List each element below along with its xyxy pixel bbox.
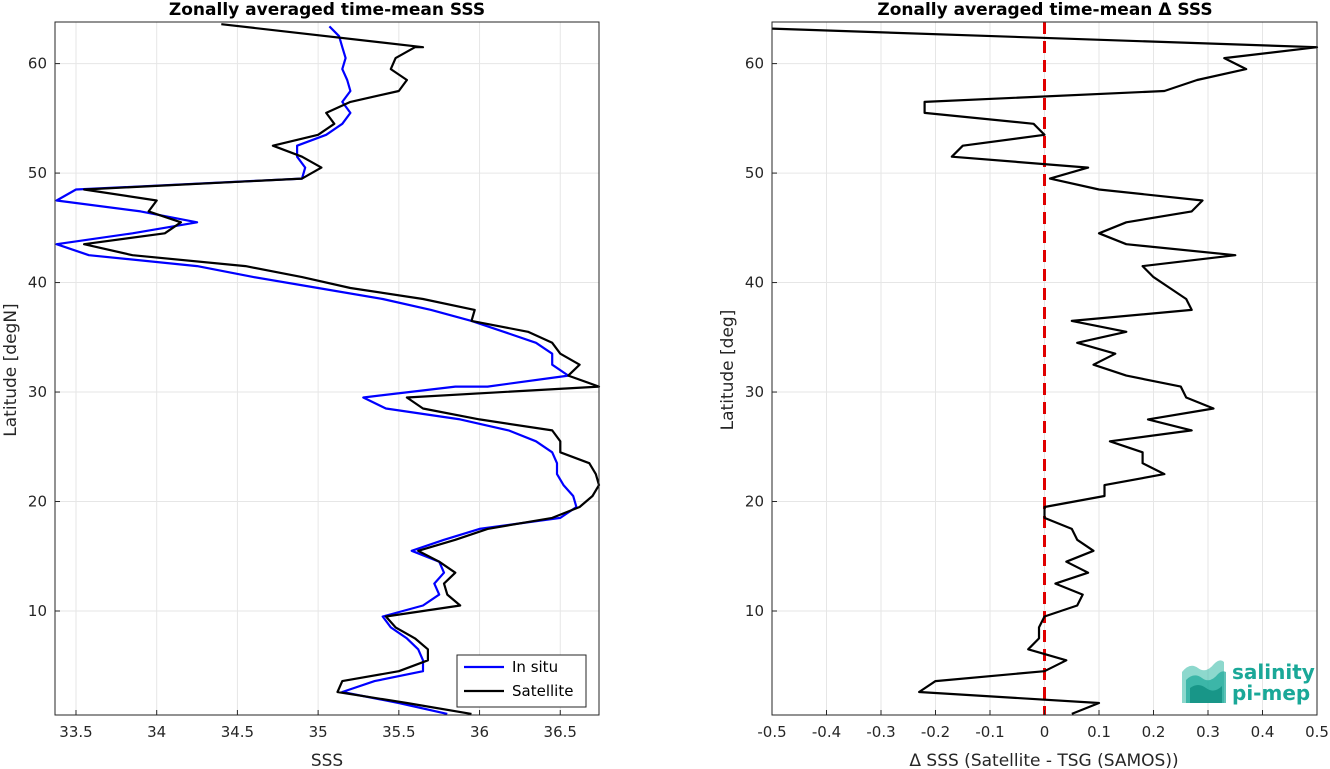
sss-chart: Zonally averaged time-mean SSS 33.5 34 34.… bbox=[1, 0, 601, 769]
chart-title: Zonally averaged time-mean Δ SSS bbox=[877, 0, 1212, 20]
y-tick-label: 20 bbox=[745, 493, 764, 511]
x-tick-label: 0.3 bbox=[1196, 723, 1220, 741]
grid-lines bbox=[55, 22, 599, 715]
x-tick-label: 0.1 bbox=[1087, 723, 1111, 741]
logo-line1: salinity bbox=[1232, 660, 1315, 684]
wave-logo-icon bbox=[1182, 660, 1226, 703]
y-tick-label: 30 bbox=[28, 383, 47, 401]
x-tick-label: 0.4 bbox=[1251, 723, 1275, 741]
series-line-delta-sss bbox=[771, 27, 1319, 715]
x-tick-label: 35.5 bbox=[382, 723, 415, 741]
x-axis-label: Δ SSS (Satellite - TSG (SAMOS)) bbox=[909, 751, 1178, 769]
y-tick-label: 50 bbox=[28, 164, 47, 182]
y-tick-label: 40 bbox=[28, 274, 47, 292]
tick-marks: 33.5 34 34.5 35 35.5 36 36.5 10 20 30 40 50 60 bbox=[28, 55, 577, 741]
y-tick-label: 20 bbox=[28, 493, 47, 511]
y-tick-label: 60 bbox=[28, 55, 47, 73]
x-tick-label: -0.4 bbox=[812, 723, 841, 741]
x-tick-label: 0 bbox=[1040, 723, 1050, 741]
y-tick-label: 60 bbox=[745, 55, 764, 73]
x-tick-label: 36.5 bbox=[544, 723, 577, 741]
y-tick-label: 40 bbox=[745, 274, 764, 292]
logo-line2: pi-mep bbox=[1232, 681, 1310, 705]
series-line-satellite bbox=[82, 23, 601, 715]
legend: In situ Satellite bbox=[456, 654, 587, 708]
chart-title: Zonally averaged time-mean SSS bbox=[169, 0, 485, 20]
y-tick-label: 50 bbox=[745, 164, 764, 182]
legend-label-satellite: Satellite bbox=[512, 682, 573, 700]
plot-frame bbox=[54, 21, 600, 716]
series-group bbox=[55, 23, 601, 715]
y-tick-label: 10 bbox=[28, 602, 47, 620]
y-axis-label: Latitude [deg] bbox=[718, 310, 738, 431]
x-tick-label: 0.5 bbox=[1305, 723, 1329, 741]
x-tick-label: 34 bbox=[147, 723, 166, 741]
x-tick-label: 0.2 bbox=[1142, 723, 1166, 741]
legend-box bbox=[456, 654, 587, 708]
y-axis-label: Latitude [degN] bbox=[1, 303, 21, 436]
x-tick-label: -0.3 bbox=[866, 723, 895, 741]
legend-label-in-situ: In situ bbox=[512, 658, 558, 676]
x-tick-label: -0.5 bbox=[757, 723, 786, 741]
y-tick-label: 30 bbox=[745, 383, 764, 401]
x-tick-label: 34.5 bbox=[221, 723, 254, 741]
x-tick-label: -0.1 bbox=[975, 723, 1004, 741]
x-tick-label: 33.5 bbox=[59, 723, 92, 741]
x-axis-label: SSS bbox=[311, 751, 343, 769]
series-group bbox=[771, 27, 1319, 715]
y-tick-label: 10 bbox=[745, 602, 764, 620]
x-tick-label: 35 bbox=[309, 723, 328, 741]
x-tick-label: 36 bbox=[470, 723, 489, 741]
delta-sss-chart: Zonally averaged time-mean Δ SSS -0.5 -0.… bbox=[718, 0, 1329, 769]
tick-marks: -0.5 -0.4 -0.3 -0.2 -0.1 0 0.1 0.2 0.3 0.4 0.5 10 20… bbox=[745, 55, 1329, 741]
grid-lines bbox=[771, 22, 1318, 715]
salinity-pi-mep-logo: salinity pi-mep bbox=[1182, 660, 1315, 705]
x-tick-label: -0.2 bbox=[921, 723, 950, 741]
